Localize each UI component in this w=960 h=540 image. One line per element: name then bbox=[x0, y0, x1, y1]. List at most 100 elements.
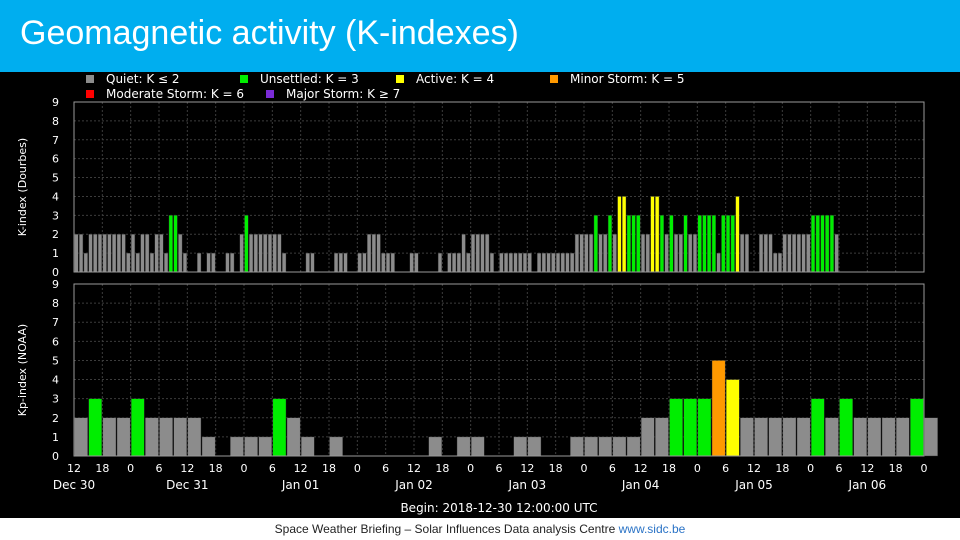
bar bbox=[910, 398, 924, 457]
bar bbox=[881, 417, 896, 457]
bar bbox=[102, 417, 117, 457]
y-tick-label: 9 bbox=[52, 96, 59, 109]
x-tick-label: 6 bbox=[722, 462, 729, 475]
legend-swatch bbox=[266, 90, 274, 98]
bar bbox=[730, 215, 735, 273]
x-tick-label: 0 bbox=[581, 462, 588, 475]
bar bbox=[300, 436, 315, 457]
bar bbox=[801, 234, 806, 273]
x-tick-label: 12 bbox=[634, 462, 648, 475]
bar bbox=[565, 252, 570, 273]
bar bbox=[173, 215, 178, 273]
bar bbox=[164, 252, 169, 273]
x-tick-label: 6 bbox=[156, 462, 163, 475]
bar bbox=[622, 196, 627, 273]
bar bbox=[79, 234, 84, 273]
bar bbox=[334, 252, 339, 273]
y-tick-label: 2 bbox=[52, 412, 59, 425]
bar bbox=[390, 252, 395, 273]
x-tick-label: 0 bbox=[807, 462, 814, 475]
x-tick-label: 18 bbox=[209, 462, 223, 475]
x-tick-label: 0 bbox=[127, 462, 134, 475]
legend-swatch bbox=[86, 90, 94, 98]
bar bbox=[669, 215, 674, 273]
bar bbox=[707, 215, 712, 273]
bar bbox=[480, 234, 485, 273]
bar bbox=[527, 436, 542, 457]
bar bbox=[895, 417, 910, 457]
bar bbox=[88, 398, 103, 457]
bar bbox=[598, 234, 603, 273]
bar bbox=[560, 252, 565, 273]
bar bbox=[88, 234, 93, 273]
x-tick-label: 18 bbox=[435, 462, 449, 475]
legend-swatch bbox=[240, 75, 248, 83]
bar bbox=[692, 234, 698, 273]
bar bbox=[197, 252, 202, 273]
x-tick-label: 12 bbox=[180, 462, 194, 475]
bar bbox=[206, 252, 211, 273]
bar bbox=[201, 436, 216, 457]
bar bbox=[225, 252, 230, 273]
legend-label: Moderate Storm: K = 6 bbox=[106, 87, 244, 101]
y-tick-label: 1 bbox=[52, 431, 59, 444]
bar bbox=[697, 398, 712, 457]
y-tick-label: 6 bbox=[52, 335, 59, 348]
bar bbox=[470, 234, 476, 273]
y-tick-label: 7 bbox=[52, 316, 59, 329]
x-tick-label: 12 bbox=[520, 462, 534, 475]
day-label: Dec 30 bbox=[53, 478, 95, 492]
x-tick-label: 18 bbox=[95, 462, 109, 475]
bar bbox=[796, 234, 801, 273]
bar bbox=[461, 234, 466, 273]
y-tick-label: 1 bbox=[52, 247, 59, 260]
bar bbox=[371, 234, 376, 273]
bar bbox=[825, 417, 839, 457]
bar bbox=[598, 436, 613, 457]
bar bbox=[178, 234, 183, 273]
bar bbox=[249, 234, 254, 273]
bar bbox=[853, 417, 868, 457]
bar bbox=[683, 398, 698, 457]
x-tick-label: 0 bbox=[467, 462, 474, 475]
bar bbox=[655, 196, 660, 273]
bar bbox=[782, 234, 787, 273]
bar bbox=[173, 417, 188, 457]
bar bbox=[645, 234, 650, 273]
x-tick-label: 6 bbox=[836, 462, 843, 475]
bar bbox=[310, 252, 315, 273]
bar bbox=[631, 215, 636, 273]
bar bbox=[272, 234, 277, 273]
legend-swatch bbox=[550, 75, 558, 83]
bar bbox=[121, 234, 126, 273]
bar bbox=[230, 436, 244, 457]
bar bbox=[267, 234, 273, 273]
bar bbox=[428, 436, 443, 457]
bar bbox=[773, 252, 778, 273]
bar bbox=[829, 215, 834, 273]
bar bbox=[149, 252, 154, 273]
bar bbox=[867, 417, 882, 457]
bar bbox=[447, 252, 452, 273]
bar bbox=[135, 252, 140, 273]
x-tick-label: 6 bbox=[382, 462, 389, 475]
day-label: Jan 03 bbox=[508, 478, 547, 492]
bar bbox=[263, 234, 268, 273]
day-label: Jan 01 bbox=[281, 478, 320, 492]
bar bbox=[574, 234, 579, 273]
bar bbox=[362, 252, 367, 273]
bar bbox=[768, 417, 783, 457]
footer: Space Weather Briefing – Solar Influence… bbox=[0, 519, 960, 540]
bar bbox=[735, 196, 740, 273]
bar bbox=[570, 252, 575, 273]
x-tick-label: 18 bbox=[889, 462, 903, 475]
day-label: Jan 05 bbox=[734, 478, 773, 492]
bar bbox=[603, 234, 608, 273]
bar bbox=[522, 252, 528, 273]
x-axis-label: Begin: 2018-12-30 12:00:00 UTC bbox=[400, 501, 597, 515]
footer-link[interactable]: www.sidc.be bbox=[618, 522, 686, 536]
bar bbox=[541, 252, 546, 273]
legend-label: Active: K = 4 bbox=[416, 72, 494, 86]
bar bbox=[74, 417, 88, 457]
y-tick-label: 4 bbox=[52, 190, 59, 203]
